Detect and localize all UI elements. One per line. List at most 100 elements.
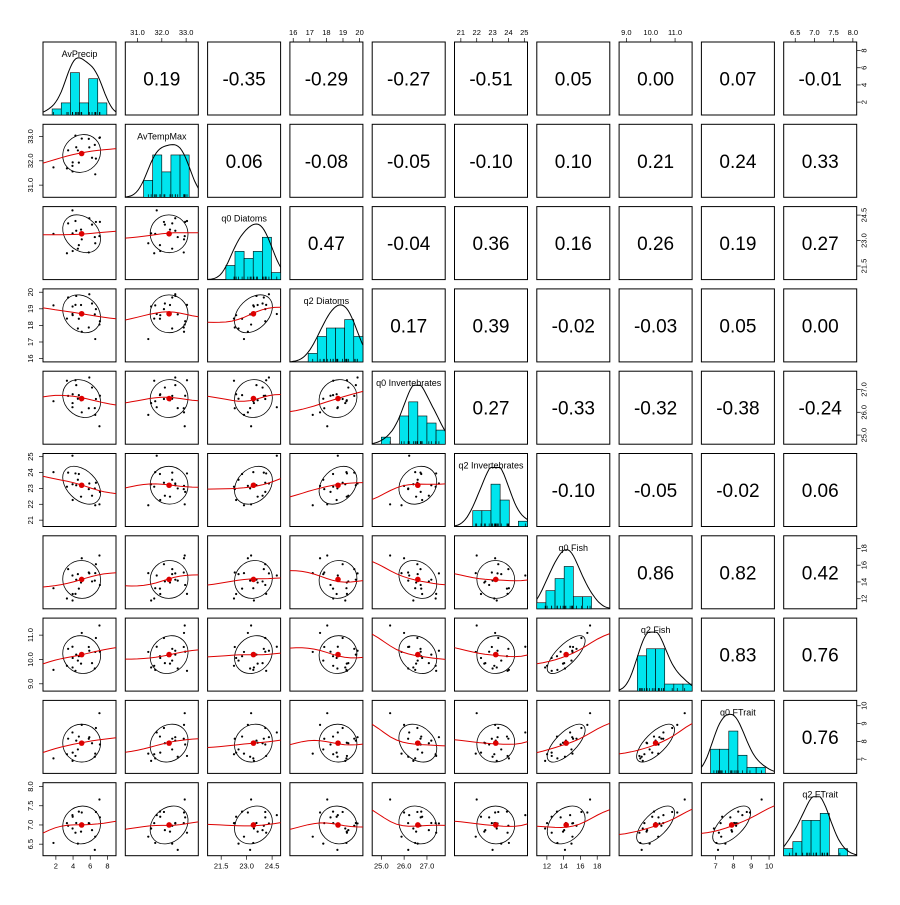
scatter-point — [88, 736, 91, 739]
scatter-point — [94, 397, 98, 401]
y-tick-label: 7.0 — [26, 820, 35, 830]
axis-5: 21 22 23 24 25 21 22 23 24 25 — [26, 28, 528, 524]
scatter-point — [76, 247, 79, 250]
panel-0-2: -0.35 — [207, 41, 282, 116]
scatter-point — [524, 574, 527, 577]
scatter-point — [341, 397, 344, 401]
scatter-point — [250, 425, 253, 428]
scatter-point — [176, 579, 179, 582]
scatter-point — [586, 631, 589, 635]
panel-1-9: 0.33 — [783, 123, 858, 198]
scatter-point — [416, 636, 419, 640]
panel-frame — [124, 370, 199, 445]
scatter-point — [412, 827, 415, 830]
scatter-point — [185, 669, 189, 672]
scatter-point — [495, 599, 498, 602]
histogram-bar — [810, 820, 821, 857]
scatter-point — [430, 821, 433, 825]
scatter-point — [150, 599, 153, 602]
smoother-line — [125, 821, 199, 830]
panel-3-6: -0.02 — [536, 288, 611, 363]
scatter-point — [159, 314, 162, 317]
y-tick-label: 24.5 — [860, 208, 869, 223]
scatter-point — [174, 293, 177, 296]
scatter-point — [427, 742, 430, 745]
variable-label: q0 Fish — [559, 543, 589, 553]
panel-7-7: q2 Fish — [618, 617, 693, 692]
panel-2-2: q0 Diatoms — [207, 206, 282, 281]
scatter-point — [493, 664, 496, 667]
panel-0-4: -0.27 — [371, 41, 446, 116]
scatter-point — [183, 234, 186, 238]
histogram-bar — [746, 767, 757, 774]
correlation-ellipse — [234, 465, 273, 505]
scatter-point — [90, 580, 94, 583]
scatter-point — [323, 645, 326, 649]
scatter-point — [65, 822, 69, 825]
scatter-point — [318, 631, 322, 635]
scatter-point — [94, 752, 97, 755]
histogram-bar — [801, 820, 812, 857]
scatter-point — [76, 397, 79, 400]
scatter-point — [262, 737, 265, 740]
scatter-point — [71, 645, 74, 648]
scatter-point — [241, 735, 244, 738]
histogram-bar — [490, 483, 501, 527]
y-tick-label: 27.0 — [860, 382, 869, 397]
panel-1-4: -0.05 — [371, 123, 446, 198]
scatter-point — [252, 471, 255, 474]
histogram-bar — [70, 72, 80, 116]
scatter-point — [561, 662, 565, 665]
scatter-point — [335, 751, 338, 754]
smoother-line — [289, 647, 363, 659]
correlation-ellipse — [62, 560, 101, 599]
scatter-point — [174, 572, 177, 575]
panel-frame — [783, 617, 858, 692]
panel-2-3: 0.47 — [289, 206, 364, 281]
scatter-point — [267, 572, 271, 575]
scatter-point — [71, 249, 74, 253]
scatter-point — [416, 563, 419, 566]
scatter-point — [153, 379, 156, 382]
scatter-point — [264, 481, 267, 484]
x-tick-label: 26.0 — [397, 862, 412, 871]
histogram-bar — [344, 319, 355, 363]
scatter-point — [94, 173, 97, 176]
correlation-label: 0.42 — [802, 563, 839, 584]
smoother-line — [125, 574, 199, 587]
scatter-point — [94, 572, 97, 575]
scatter-point — [171, 394, 174, 397]
scatter-point — [74, 754, 77, 758]
scatter-point — [98, 425, 101, 428]
scatter-point — [651, 815, 654, 818]
scatter-point — [730, 830, 734, 833]
y-tick-label: 8 — [860, 739, 869, 743]
panel-7-5 — [454, 617, 528, 692]
panel-frame — [700, 370, 775, 445]
scatter-point — [88, 822, 91, 825]
scatter-point — [507, 587, 510, 590]
scatter-point — [408, 645, 411, 648]
scatter-point — [182, 488, 185, 491]
scatter-point — [571, 645, 575, 649]
variable-label: q0 FTrait — [720, 707, 756, 717]
panel-frame — [289, 206, 364, 281]
scatter-point — [98, 136, 102, 139]
smoother-line — [619, 808, 693, 835]
scatter-point — [232, 597, 236, 600]
panel-frame — [42, 617, 117, 692]
smoother-line — [42, 148, 117, 164]
variable-label: q2 Invertebrates — [458, 461, 524, 471]
scatter-point — [264, 583, 267, 587]
scatter-point — [241, 587, 244, 590]
smoother-line — [207, 739, 281, 748]
density-curve — [618, 631, 693, 691]
panel-frame — [454, 288, 528, 363]
scatter-point — [184, 320, 187, 323]
correlation-ellipse — [318, 560, 358, 599]
panel-frame — [207, 41, 282, 116]
scatter-point — [341, 810, 344, 814]
mean-point — [166, 740, 172, 746]
panel-3-3: q2 Diatoms — [289, 288, 364, 363]
